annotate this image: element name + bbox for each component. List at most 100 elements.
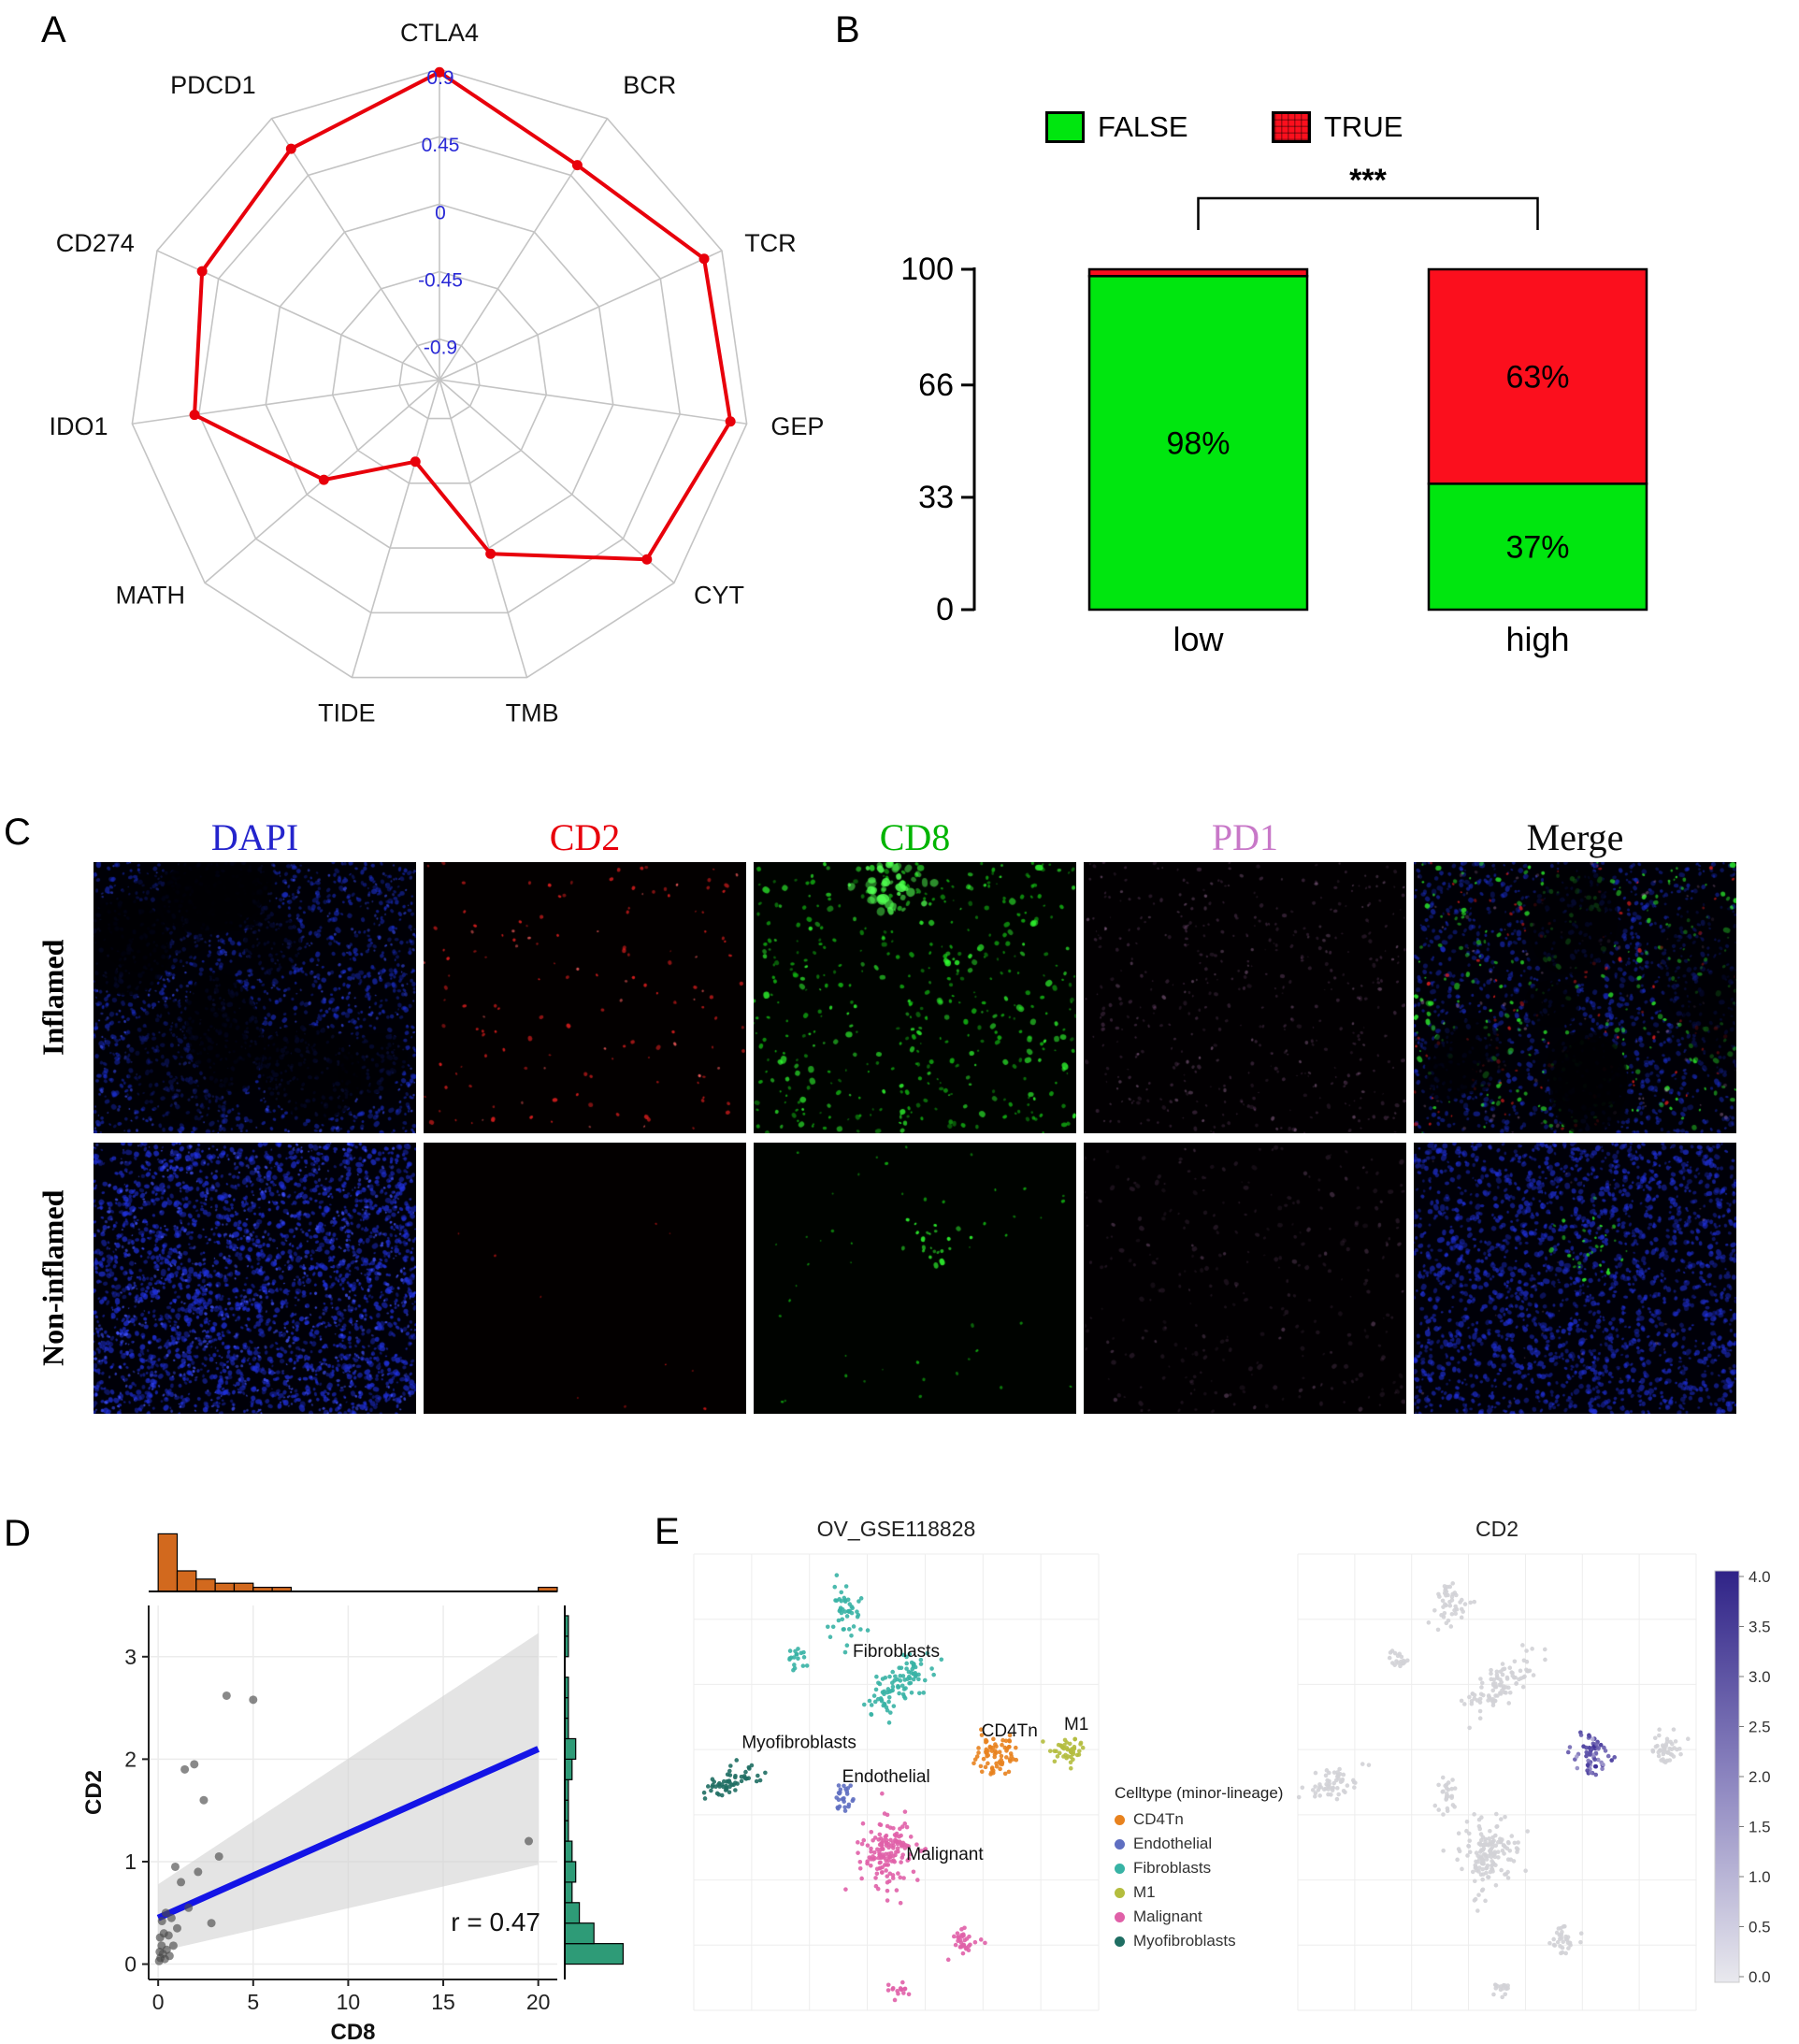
svg-text:0.9: 0.9: [426, 67, 453, 89]
svg-text:66: 66: [918, 367, 954, 403]
legend-label-endothelial: Endothelial: [1133, 1835, 1213, 1852]
svg-text:GEP: GEP: [770, 412, 824, 440]
svg-text:2: 2: [124, 1747, 137, 1771]
panel-b-label: B: [835, 9, 860, 50]
svg-text:63%: 63%: [1505, 360, 1569, 396]
svg-text:5: 5: [247, 1990, 259, 2014]
micrograph-dapi-noninflamed: [94, 1143, 416, 1414]
svg-text:CTLA4: CTLA4: [400, 19, 479, 47]
svg-text:1.0: 1.0: [1749, 1868, 1771, 1886]
svg-text:CD8: CD8: [330, 2020, 375, 2044]
micrograph-cd2-inflamed: [424, 862, 746, 1133]
svg-text:1: 1: [124, 1850, 137, 1874]
legend-dot-cd4tn: [1115, 1814, 1125, 1825]
umap-celltype-title: OV_GSE118828: [816, 1517, 976, 1541]
svg-text:IDO1: IDO1: [50, 412, 108, 440]
micrograph-merge-inflamed: [1414, 862, 1736, 1133]
svg-text:CD4Tn: CD4Tn: [982, 1721, 1038, 1741]
micrograph-cd2-noninflamed: [424, 1143, 746, 1414]
cd8-cd2-scatter-plot: 0 5 10 15 20 0 1 2 3 CD8 CD2 r = 0.47: [81, 1533, 625, 2044]
svg-text:2.5: 2.5: [1749, 1719, 1771, 1736]
micrograph-cd8-noninflamed: [754, 1143, 1076, 1414]
svg-text:4.0: 4.0: [1749, 1568, 1771, 1586]
svg-text:TIDE: TIDE: [318, 699, 376, 727]
panel-c-label: C: [4, 812, 31, 853]
legend-dot-malignant: [1115, 1911, 1125, 1922]
true-swatch: [1272, 111, 1311, 143]
legend-dot-m1: [1115, 1887, 1125, 1898]
svg-text:CD2: CD2: [81, 1770, 107, 1815]
svg-text:3.0: 3.0: [1749, 1668, 1771, 1686]
channel-header-pd1: PD1: [1211, 816, 1279, 858]
legend-item-malignant: Malignant: [1115, 1907, 1302, 1926]
svg-text:100: 100: [900, 252, 954, 287]
micrograph-pd1-noninflamed: [1084, 1143, 1406, 1414]
svg-text:15: 15: [431, 1990, 455, 2014]
svg-text:Malignant: Malignant: [906, 1845, 984, 1864]
micrograph-cd8-inflamed: [754, 862, 1076, 1133]
channel-header-cd8: CD8: [879, 816, 951, 858]
celltype-legend-items: CD4Tn Endothelial Fibroblasts M1 Malignant My…: [1115, 1810, 1302, 1950]
micrograph-merge-noninflamed: [1414, 1143, 1736, 1414]
svg-text:0.5: 0.5: [1749, 1919, 1771, 1936]
svg-text:98%: 98%: [1166, 426, 1230, 462]
svg-text:0.0: 0.0: [1749, 1968, 1771, 1986]
micrograph-pd1-inflamed: [1084, 862, 1406, 1133]
stacked-bar-chart: 0 33 66 100 98% low 37% 63% high ***: [900, 163, 1648, 658]
svg-text:high: high: [1505, 620, 1569, 658]
legend-item-true: TRUE: [1272, 108, 1403, 146]
svg-text:MATH: MATH: [115, 582, 185, 610]
umap-cd2-plot: [1296, 1553, 1697, 2011]
legend-item-myofibroblasts: Myofibroblasts: [1115, 1932, 1302, 1950]
false-label: FALSE: [1098, 110, 1188, 143]
false-swatch: [1045, 111, 1085, 143]
channel-header-merge: Merge: [1526, 816, 1624, 858]
svg-text:TMB: TMB: [506, 699, 559, 727]
svg-text:CD274: CD274: [56, 229, 135, 257]
svg-text:0: 0: [152, 1990, 165, 2014]
svg-text:M1: M1: [1064, 1715, 1088, 1735]
legend-label-fibroblasts: Fibroblasts: [1133, 1859, 1212, 1877]
svg-text:low: low: [1173, 620, 1224, 658]
svg-text:2.0: 2.0: [1749, 1768, 1771, 1786]
svg-text:0: 0: [124, 1952, 137, 1977]
legend-label-cd4tn: CD4Tn: [1133, 1810, 1184, 1828]
panel-a-label: A: [41, 9, 66, 50]
legend-label-m1: M1: [1133, 1883, 1156, 1901]
channel-header-cd2: CD2: [549, 816, 621, 858]
svg-text:3: 3: [124, 1645, 137, 1669]
micrograph-dapi-inflamed: [94, 862, 416, 1133]
channel-header-dapi: DAPI: [210, 816, 299, 858]
svg-text:Fibroblasts: Fibroblasts: [853, 1642, 940, 1662]
celltype-legend-title: Celltype (minor-lineage): [1115, 1784, 1284, 1802]
svg-text:37%: 37%: [1505, 530, 1569, 566]
svg-text:-0.9: -0.9: [424, 338, 457, 359]
expression-colorbar: 4.0 3.5 3.0 2.5 2.0 1.5 1.0 0.5 0.0: [1714, 1568, 1771, 1986]
row-label-non-inflamed: Non-inflamed: [36, 1189, 70, 1367]
svg-text:TCR: TCR: [744, 229, 797, 257]
true-label: TRUE: [1324, 110, 1403, 143]
svg-text:BCR: BCR: [623, 71, 676, 99]
svg-text:0.45: 0.45: [422, 135, 460, 156]
legend-dot-myofibroblasts: [1115, 1936, 1125, 1947]
row-label-inflamed: Inflamed: [36, 939, 70, 1057]
legend-dot-endothelial: [1115, 1838, 1125, 1850]
legend-item-fibroblasts: Fibroblasts: [1115, 1859, 1302, 1878]
svg-text:Myofibroblasts: Myofibroblasts: [741, 1733, 856, 1752]
svg-text:0: 0: [435, 202, 446, 223]
svg-text:10: 10: [337, 1990, 361, 2014]
svg-text:3.5: 3.5: [1749, 1619, 1771, 1636]
legend-label-malignant: Malignant: [1133, 1907, 1202, 1925]
celltype-legend: Celltype (minor-lineage) CD4Tn Endothelia…: [1115, 1784, 1302, 1956]
svg-text:r = 0.47: r = 0.47: [451, 1907, 540, 1936]
legend-item-m1: M1: [1115, 1883, 1302, 1902]
svg-text:***: ***: [1349, 163, 1387, 198]
svg-text:CYT: CYT: [694, 582, 744, 610]
panel-e-label: E: [655, 1511, 680, 1552]
umap-cd2-title: CD2: [1475, 1517, 1518, 1541]
svg-text:1.5: 1.5: [1749, 1819, 1771, 1836]
legend-label-myofibroblasts: Myofibroblasts: [1133, 1932, 1236, 1950]
svg-text:PDCD1: PDCD1: [170, 71, 256, 99]
panel-d-label: D: [4, 1513, 31, 1554]
